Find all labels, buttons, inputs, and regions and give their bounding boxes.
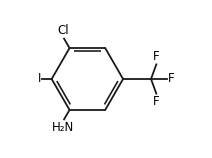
Text: H₂N: H₂N: [52, 121, 74, 134]
Text: Cl: Cl: [57, 24, 69, 37]
Text: F: F: [168, 73, 175, 85]
Text: F: F: [153, 50, 160, 63]
Text: I: I: [38, 73, 41, 85]
Text: F: F: [153, 95, 160, 108]
